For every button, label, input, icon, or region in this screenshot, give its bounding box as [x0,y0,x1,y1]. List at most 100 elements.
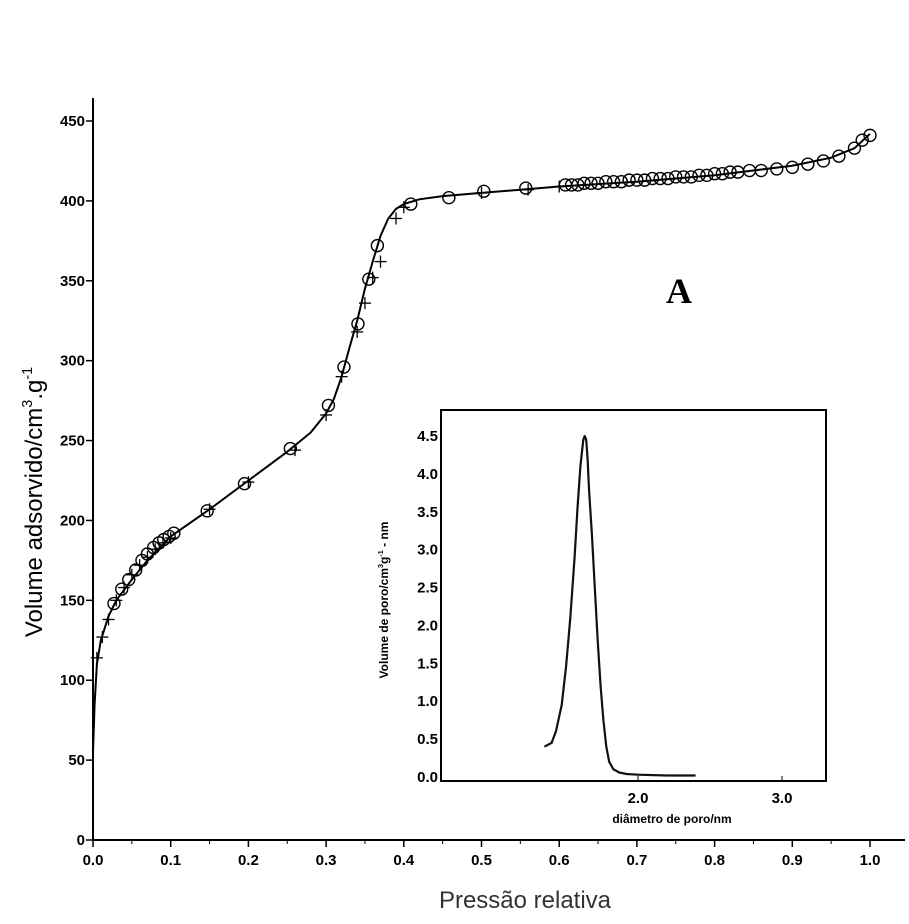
inset-y-tick-label: 4.0 [417,466,438,483]
inset-chart: 2.0 3.0 0.0 0.5 1.0 1.5 2.0 2.5 3.0 3.5 4.0 4.5 Vo… [376,409,827,826]
desorption-point [320,408,333,421]
inset-frame [440,409,827,782]
desorption-point [397,201,410,214]
adsorption-point [653,171,667,186]
adsorption-point [645,171,660,186]
desorption-point [335,370,348,383]
adsorption-point [591,176,605,191]
adsorption-point [577,176,591,191]
main-x-tick-label: 0.0 [83,852,104,869]
adsorption-point [754,163,768,178]
inset-y-tick-label: 2.5 [417,580,438,597]
adsorption-point [622,173,636,187]
adsorption-point [630,173,644,187]
main-y-tick-label: 400 [60,193,85,210]
adsorption-point [477,184,491,199]
adsorption-point [661,171,675,186]
adsorption-point [129,563,143,577]
adsorption-point [669,170,683,184]
inset-y-tick-label: 1.0 [417,693,438,710]
inset-y-tick-label: 0.5 [417,731,438,748]
desorption-point [90,651,103,664]
desorption-point [118,581,131,594]
adsorption-point [707,167,722,181]
desorption-point [96,631,109,644]
main-x-tick-label: 1.0 [860,852,881,869]
desorption-point [133,559,146,572]
adsorption-point [723,165,737,179]
main-y-tick-label: 250 [60,433,85,450]
inset-y-tick-label: 4.5 [417,428,438,445]
main-x-tick-label: 0.1 [160,852,181,869]
main-x-tick-label: 0.9 [782,852,803,869]
inset-x-axis-label: diâmetro de poro/nm [612,812,731,826]
desorption-point [289,444,302,457]
main-x-tick-label: 0.3 [316,852,337,869]
desorption-point [156,536,169,549]
main-x-tick-label: 0.6 [549,852,570,869]
adsorption-point [351,317,365,331]
main-y-tick-label: 100 [60,672,85,689]
desorption-point [242,476,255,489]
inset-y-tick-label: 1.5 [417,655,438,672]
adsorption-point [785,160,799,175]
adsorption-point [676,170,691,184]
adsorption-point [115,582,129,596]
adsorption-point [599,175,613,189]
desorption-point [164,532,177,545]
adsorption-point [855,133,869,147]
main-y-tick-label: 450 [60,113,85,130]
inset-x-ticks: 2.0 3.0 [628,776,793,807]
main-x-tick-label: 0.4 [393,852,415,869]
main-x-tick-label: 0.5 [471,852,492,869]
adsorption-point [237,476,252,491]
adsorption-point [606,175,621,189]
adsorption-point [863,128,877,143]
desorption-point [125,568,138,581]
desorption-point [475,186,488,199]
inset-y-tick-label: 0.0 [417,769,438,786]
adsorption-point [770,162,784,176]
adsorption-point [200,504,214,518]
adsorption-point [442,190,456,205]
adsorption-point [107,596,121,611]
adsorption-point [684,170,698,184]
panel-label: A [666,271,692,311]
inset-series-group [543,434,696,777]
inset-y-ticks: 0.0 0.5 1.0 1.5 2.0 2.5 3.0 3.5 4.0 4.5 [417,428,438,786]
pore-distribution-curve [543,434,696,777]
adsorption-point [362,272,376,286]
adsorption-point [167,526,181,540]
main-x-ticks: 0.0 0.1 0.2 0.3 0.4 0.5 0.6 0.7 0.8 0.9 1.0 [83,840,881,869]
adsorption-point [283,441,298,456]
main-series-group [90,128,877,753]
inset-x-tick-label: 2.0 [628,790,649,807]
desorption-point [553,180,566,193]
adsorption-point [801,157,815,171]
adsorption-point [122,572,136,587]
desorption-point [351,325,364,338]
desorption-point [102,613,115,626]
adsorption-point [370,238,385,253]
main-y-ticks: 0 50 100 150 200 250 300 350 400 450 [60,113,93,849]
adsorption-point [847,141,862,155]
main-y-tick-label: 0 [77,832,85,849]
inset-y-axis-label: Volume de poro/cm3g-1 - nm [376,522,391,679]
main-y-tick-label: 300 [60,353,85,370]
desorption-point [358,297,371,310]
main-y-axis-label: Volume adsorvido/cm3.g-1 [20,367,48,637]
adsorption-point [337,360,351,374]
adsorption-point [816,154,831,168]
inset-y-tick-label: 2.0 [417,617,438,634]
main-y-tick-label: 150 [60,592,85,609]
adsorption-point [637,173,652,187]
inset-y-tick-label: 3.0 [417,542,438,559]
inset-y-tick-label: 3.5 [417,504,438,521]
main-x-axis-label: Pressão relativa [439,887,612,914]
desorption-point [203,503,216,516]
inset-x-tick-label: 3.0 [772,790,793,807]
desorption-point [390,212,403,225]
adsorption-point [715,167,730,181]
adsorption-point [584,176,598,191]
